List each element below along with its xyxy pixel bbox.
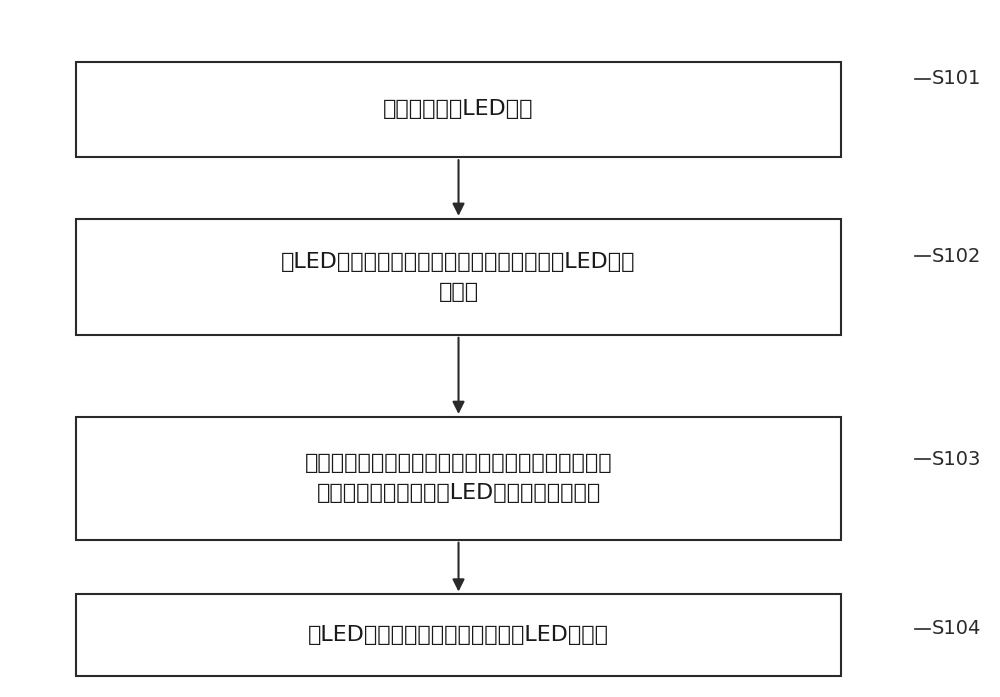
Text: S101: S101 [932,69,981,89]
Bar [76,417,841,539]
Text: 在印刷网的上表面设置锡膏，并对锡膏施加压力，使
锡膏通过通孔，涂覆于LED基板上的焊盘区域: 在印刷网的上表面设置锡膏，并对锡膏施加压力，使 锡膏通过通孔，涂覆于LED基板上… [305,454,612,503]
Text: 准备待印刷的LED基板: 准备待印刷的LED基板 [383,100,534,119]
Text: 将LED芯片通过锡膏，固定设置于LED基板上: 将LED芯片通过锡膏，固定设置于LED基板上 [308,625,609,645]
Text: S102: S102 [932,247,981,266]
Text: S104: S104 [932,619,981,638]
Text: 在LED基板上方放置印刷网，并保持印刷网与LED基板
不接触: 在LED基板上方放置印刷网，并保持印刷网与LED基板 不接触 [281,252,636,302]
Bar [76,61,841,158]
Bar [76,219,841,335]
Bar [76,595,841,676]
Text: S103: S103 [932,450,981,468]
